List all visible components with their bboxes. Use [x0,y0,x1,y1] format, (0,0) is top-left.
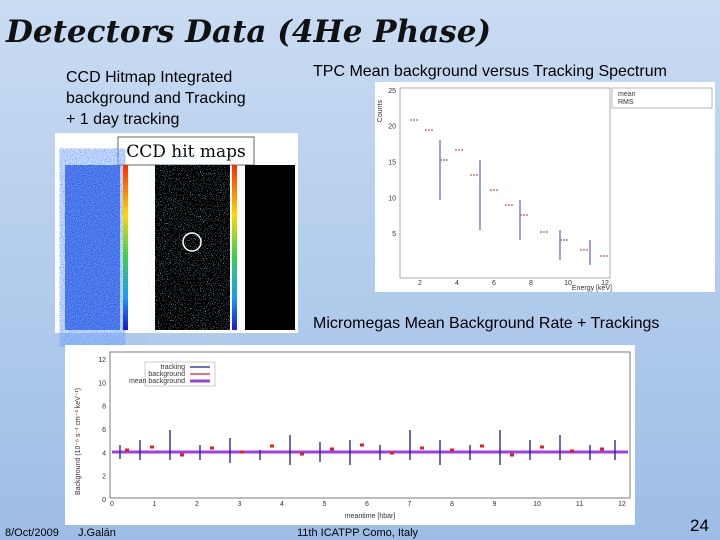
caption: TPC Mean background versus Tracking Spec… [313,63,667,80]
ccd-image: CCD hit maps [55,133,298,333]
x-tick-label: 12 [618,501,626,508]
slide-title: Detectors Data (4He Phase) [5,14,491,50]
y-tick-label: 6 [102,427,106,434]
image-label: CCD hit maps [126,142,246,162]
legend-label: mean background [129,378,185,385]
y-tick-label: 10 [98,380,106,387]
x-tick-label: 2 [418,280,422,287]
x-axis-label: meantime [hbar] [345,513,396,520]
y-axis-label: Counts [377,100,384,123]
x-tick-label: 0 [110,501,114,508]
caption-line: + 1 day tracking [66,111,179,128]
x-tick-label: 1 [153,501,157,508]
x-tick-label: 11 [576,501,583,508]
y-tick-label: 8 [102,404,106,411]
tpc-image: 5 10 15 20 25 2 4 6 8 10 12 Counts Energy [keV] meanR… [375,82,715,292]
x-tick-label: 3 [238,501,242,508]
stats-label: RMS [618,99,634,106]
x-tick-label: 10 [564,280,572,287]
y-tick-label: 0 [102,497,106,504]
x-tick-label: 5 [323,501,327,508]
y-tick-label: 5 [392,231,396,238]
x-tick-label: 8 [450,501,454,508]
y-axis-label: Background (10⁻⁶ s⁻¹ cm⁻² keV⁻¹) [75,388,82,495]
y-tick-label: 10 [388,195,396,202]
y-tick-label: 4 [102,450,106,457]
y-tick-label: 15 [388,159,396,166]
caption-line: background and Tracking [66,90,246,107]
y-tick-label: 12 [98,357,106,364]
x-tick-label: 4 [455,280,459,287]
footer-author: J.Galán [78,527,116,539]
y-tick-label: 20 [388,124,396,131]
y-tick-label: 25 [388,88,396,95]
legend-label: background [148,371,185,378]
footer-event: 11th ICATPP Como, Italy [297,527,419,539]
page-number: 24 [690,516,709,535]
y-tick-label: 2 [102,474,106,481]
x-tick-label: 2 [195,501,199,508]
x-axis-label: Energy [keV] [572,285,612,292]
caption-line: CCD Hitmap Integrated [66,69,232,86]
x-tick-label: 6 [492,280,496,287]
x-tick-label: 12 [601,280,609,287]
stats-label: mean [618,91,636,98]
footer-date: 8/Oct/2009 [5,527,59,539]
legend-label: tracking [160,364,185,371]
x-tick-label: 4 [280,501,284,508]
x-tick-label: 7 [408,501,412,508]
x-tick-label: 6 [365,501,369,508]
x-tick-label: 9 [493,501,497,508]
caption: Micromegas Mean Background Rate + Tracki… [313,315,659,332]
x-tick-label: 10 [533,501,541,508]
x-tick-label: 8 [529,280,533,287]
